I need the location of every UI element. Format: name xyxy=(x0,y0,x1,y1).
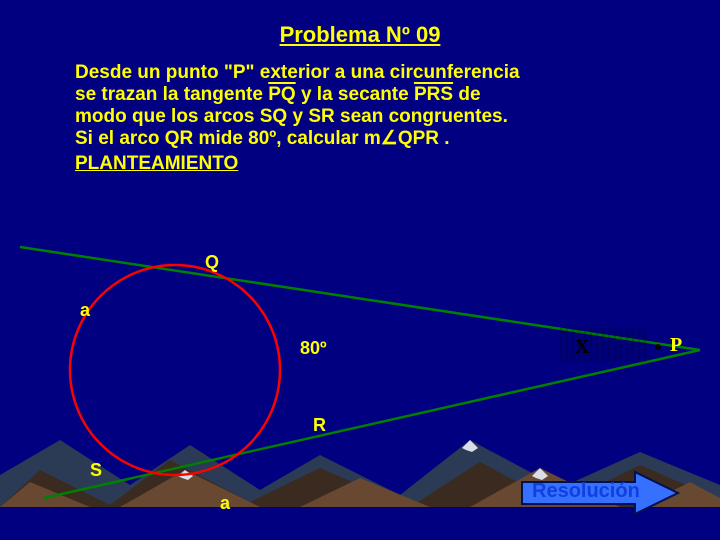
problem-text: Desde un punto "P" exterior a una circun… xyxy=(75,62,660,175)
line2c: de xyxy=(453,84,480,105)
angle-x-highlight xyxy=(560,328,650,362)
segment-pq: PQ xyxy=(268,84,295,105)
problem-title: Problema Nº 09 xyxy=(0,22,720,48)
label-q: Q xyxy=(205,252,219,273)
label-a1: a xyxy=(80,300,90,321)
label-80: 80º xyxy=(300,338,327,359)
label-x: X xyxy=(575,336,589,359)
line2a: se trazan la tangente xyxy=(75,84,268,105)
label-p: P xyxy=(670,334,682,357)
line2b: y la secante xyxy=(296,84,414,105)
resolution-label[interactable]: Resolución xyxy=(532,480,640,503)
segment-prs: PRS xyxy=(414,84,453,105)
line1: Desde un punto "P" exterior a una circun… xyxy=(75,62,520,83)
slide: Problema Nº 09 Desde un punto "P" exteri… xyxy=(0,0,720,540)
circle xyxy=(70,265,280,475)
line3: modo que los arcos SQ y SR sean congruen… xyxy=(75,106,508,127)
label-a2: a xyxy=(220,493,230,514)
point-p-dot xyxy=(655,344,661,350)
label-r: R xyxy=(313,415,326,436)
label-s: S xyxy=(90,460,102,481)
planteamiento-heading: PLANTEAMIENTO xyxy=(75,153,238,175)
line4: Si el arco QR mide 80º, calcular m∠QPR . xyxy=(75,128,450,149)
